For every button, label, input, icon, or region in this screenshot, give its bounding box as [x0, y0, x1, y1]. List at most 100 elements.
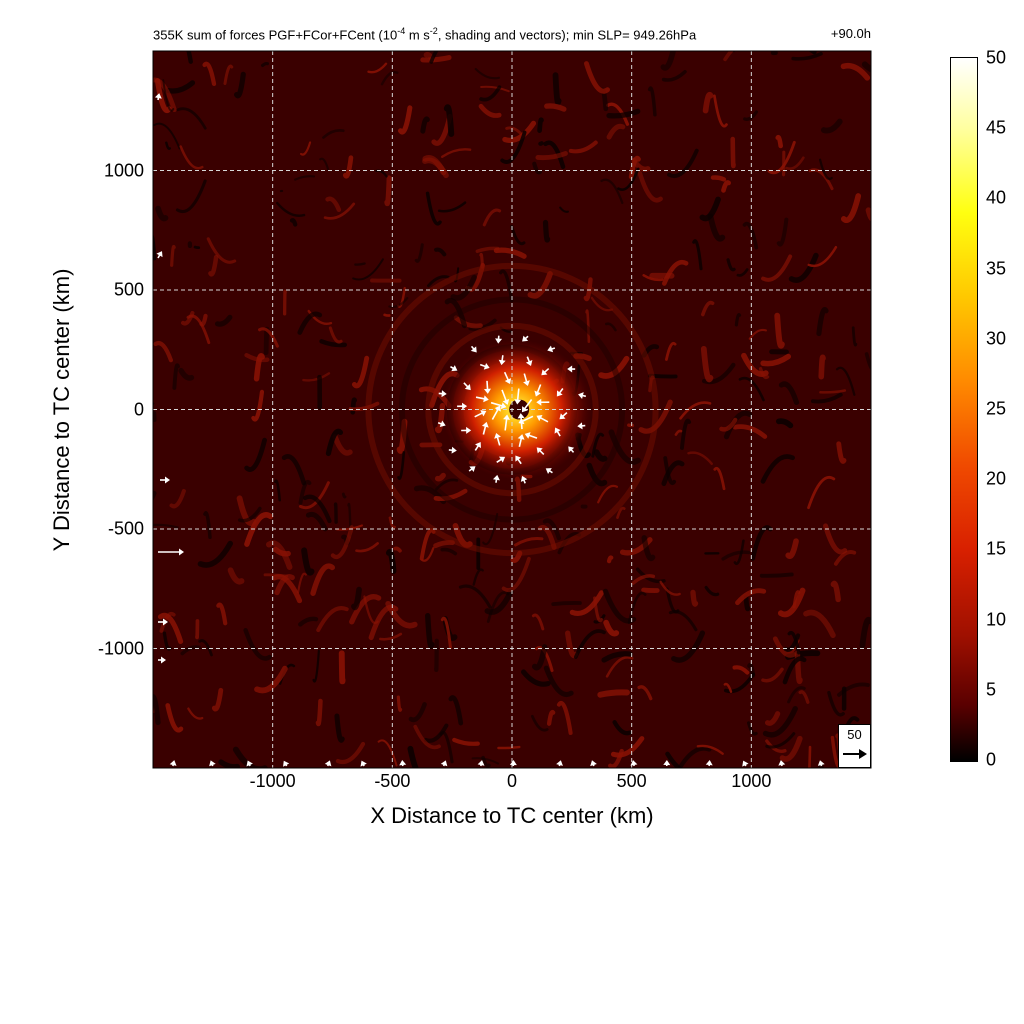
texture-streak — [586, 462, 608, 487]
texture-streak — [153, 77, 177, 113]
texture-streak — [251, 389, 265, 422]
force-vectors — [154, 93, 825, 767]
force-vector — [536, 447, 545, 455]
force-vector — [522, 335, 529, 342]
texture-streak — [648, 375, 655, 393]
texture-streak — [244, 353, 270, 363]
force-vector — [514, 388, 522, 405]
texture-streak — [696, 744, 724, 755]
texture-streak — [178, 367, 195, 381]
texture-streak — [203, 511, 212, 540]
texture-streak — [328, 326, 343, 344]
texture-streak — [635, 567, 666, 584]
texture-streak — [760, 454, 795, 484]
texture-streak — [764, 711, 781, 726]
texture-streak — [377, 739, 398, 767]
texture-streak — [153, 122, 181, 150]
texture-streak — [835, 366, 856, 396]
y-tick-label: 0 — [133, 399, 144, 419]
force-vector — [470, 345, 477, 353]
texture-streak — [861, 61, 871, 73]
texture-streak — [448, 695, 464, 726]
texture-streak — [433, 540, 455, 549]
texture-streak — [153, 704, 156, 714]
texture-streak — [153, 341, 174, 363]
texture-streak — [531, 613, 545, 631]
texture-streak — [593, 596, 603, 623]
force-vector — [663, 760, 671, 767]
texture-streak — [393, 546, 402, 553]
force-vector — [556, 388, 564, 397]
texture-streak — [583, 277, 593, 302]
texture-streak — [818, 354, 826, 380]
texture-streak — [493, 247, 527, 259]
texture-streak — [542, 219, 551, 243]
texture-streak — [679, 418, 692, 450]
texture-streak — [606, 108, 641, 119]
texture-streak — [776, 418, 794, 429]
force-vector — [525, 356, 533, 366]
texture-streak — [600, 178, 624, 205]
texture-streak — [397, 105, 413, 135]
texture-streak — [482, 512, 499, 546]
force-vector — [450, 365, 458, 372]
texture-streak — [351, 355, 370, 389]
title-exp1: -4 — [397, 26, 406, 36]
texture-streak — [723, 672, 755, 694]
texture-streak — [433, 488, 468, 501]
texture-streak — [157, 612, 184, 644]
texture-streak — [305, 511, 328, 532]
y-tick-label: 500 — [113, 279, 144, 300]
texture-streak — [301, 547, 315, 576]
texture-streak — [497, 745, 521, 750]
texture-streak — [197, 540, 234, 568]
texture-streak — [427, 275, 450, 288]
texture-streak — [612, 720, 632, 736]
texture-streak — [315, 698, 323, 727]
texture-streak — [271, 574, 303, 604]
texture-streak — [299, 141, 312, 156]
reference-vector-box: 50 — [838, 724, 871, 768]
texture-streak — [388, 297, 409, 309]
texture-streak — [499, 326, 513, 333]
colorbar-tick-label: 5 — [986, 679, 997, 700]
force-vector — [496, 456, 506, 464]
texture-streak — [642, 274, 664, 282]
colorbar-tick-label: 10 — [986, 609, 1007, 630]
texture-streak — [379, 632, 403, 641]
texture-streak — [325, 428, 344, 457]
force-vector — [520, 475, 528, 484]
force-vector — [399, 760, 407, 767]
texture-streak — [605, 322, 617, 332]
texture-streak — [396, 418, 408, 454]
texture-streak — [730, 136, 736, 169]
texture-streak — [468, 318, 497, 331]
texture-streak — [514, 537, 544, 547]
force-vector — [461, 426, 472, 434]
texture-streak — [441, 148, 472, 158]
force-vector — [509, 760, 517, 767]
texture-streak — [788, 252, 819, 283]
y-tick-label: -1000 — [97, 638, 144, 658]
texture-streak — [557, 532, 582, 555]
colorbar-tick-label: 35 — [986, 258, 1007, 279]
texture-streak — [422, 157, 449, 179]
texture-streak — [186, 314, 211, 345]
texture-streak — [783, 633, 801, 652]
texture-streak — [819, 389, 847, 394]
texture-streak — [335, 741, 366, 764]
texture-streak — [510, 224, 526, 246]
force-vector — [547, 345, 556, 353]
force-vector — [742, 760, 749, 767]
x-tick-label: 1000 — [731, 771, 772, 791]
texture-streak — [798, 690, 810, 704]
title-prefix: 355K sum of forces PGF+FCor+FCent (10 — [153, 27, 398, 43]
texture-streak — [187, 707, 204, 720]
force-vector — [578, 392, 587, 399]
force-vector — [541, 367, 550, 376]
texture-streak — [760, 353, 792, 367]
texture-streak — [641, 344, 660, 358]
texture-streak — [747, 721, 758, 736]
texture-streak — [482, 208, 502, 227]
texture-streak — [544, 103, 567, 112]
